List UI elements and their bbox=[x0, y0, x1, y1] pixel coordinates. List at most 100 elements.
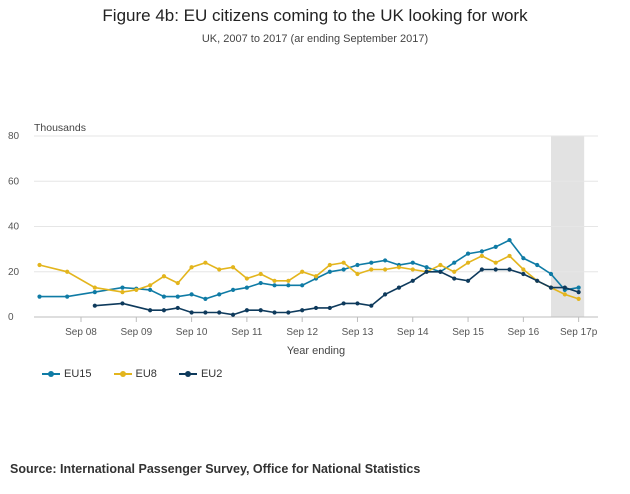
data-point-eu2 bbox=[120, 301, 125, 306]
data-point-eu15 bbox=[521, 256, 526, 261]
legend-item-eu2[interactable]: EU2 bbox=[178, 368, 222, 380]
x-tick-label: Sep 13 bbox=[342, 327, 374, 338]
data-point-eu15 bbox=[217, 292, 222, 297]
data-point-eu15 bbox=[355, 262, 360, 268]
data-point-eu15 bbox=[148, 287, 153, 292]
data-point-eu8 bbox=[576, 296, 581, 301]
data-point-eu2 bbox=[230, 312, 236, 317]
data-point-eu8 bbox=[369, 267, 374, 272]
x-tick-label: Sep 17p bbox=[560, 327, 598, 338]
data-point-eu8 bbox=[383, 267, 388, 272]
data-point-eu15 bbox=[535, 262, 540, 268]
data-point-eu8 bbox=[341, 260, 346, 265]
data-point-eu2 bbox=[203, 310, 208, 315]
data-point-eu15 bbox=[465, 251, 471, 256]
chart-subtitle: UK, 2007 to 2017 (ar ending September 20… bbox=[201, 33, 429, 45]
data-point-eu2 bbox=[521, 271, 526, 277]
x-tick-label: Sep 09 bbox=[120, 327, 152, 338]
data-point-eu8 bbox=[161, 274, 167, 279]
data-point-eu2 bbox=[410, 278, 415, 283]
x-tick-label: Sep 15 bbox=[452, 327, 484, 338]
y-tick-label: 80 bbox=[8, 131, 20, 142]
data-point-eu15 bbox=[327, 269, 332, 274]
data-point-eu2 bbox=[161, 308, 167, 313]
data-point-eu2 bbox=[438, 269, 443, 274]
data-point-eu8 bbox=[521, 267, 526, 272]
x-axis-label: Year ending bbox=[287, 345, 345, 357]
chart-legend: EU15 EU8 EU2 bbox=[42, 368, 222, 380]
data-point-eu15 bbox=[383, 258, 388, 263]
data-point-eu2 bbox=[327, 305, 332, 311]
data-point-eu8 bbox=[37, 262, 42, 268]
data-point-eu8 bbox=[230, 265, 236, 270]
data-point-eu15 bbox=[189, 292, 194, 297]
data-point-eu8 bbox=[479, 253, 484, 259]
x-tick-label: Sep 08 bbox=[65, 327, 97, 338]
data-point-eu8 bbox=[493, 260, 498, 265]
data-point-eu15 bbox=[507, 237, 512, 243]
data-point-eu15 bbox=[424, 265, 429, 270]
data-point-eu2 bbox=[341, 301, 346, 306]
data-point-eu8 bbox=[148, 283, 153, 288]
x-tick-label: Sep 12 bbox=[286, 327, 318, 338]
x-tick-label: Sep 16 bbox=[508, 327, 540, 338]
data-point-eu8 bbox=[134, 287, 139, 292]
legend-item-eu15[interactable]: EU15 bbox=[42, 368, 92, 380]
data-point-eu8 bbox=[175, 280, 180, 286]
data-point-eu15 bbox=[300, 283, 305, 288]
data-point-eu2 bbox=[258, 308, 263, 313]
data-point-eu8 bbox=[562, 292, 567, 297]
data-point-eu8 bbox=[203, 260, 208, 265]
x-tick-label: Sep 11 bbox=[231, 327, 262, 338]
data-point-eu8 bbox=[396, 265, 402, 270]
source-note: Source: International Passenger Survey, … bbox=[10, 462, 421, 476]
data-point-eu8 bbox=[465, 260, 471, 265]
y-tick-label: 20 bbox=[8, 267, 20, 278]
chart-title: Figure 4b: EU citizens coming to the UK … bbox=[102, 6, 528, 25]
data-point-eu8 bbox=[286, 278, 291, 283]
legend-label-eu15: EU15 bbox=[64, 368, 92, 380]
data-point-eu2 bbox=[424, 269, 429, 274]
data-point-eu15 bbox=[493, 244, 498, 249]
data-point-eu2 bbox=[148, 308, 153, 313]
data-point-eu15 bbox=[341, 267, 346, 272]
data-point-eu2 bbox=[272, 310, 277, 315]
data-point-eu15 bbox=[161, 294, 167, 299]
data-point-eu15 bbox=[175, 294, 180, 299]
y-tick-label: 40 bbox=[8, 222, 20, 233]
data-point-eu8 bbox=[438, 262, 443, 268]
legend-item-eu8[interactable]: EU8 bbox=[113, 368, 157, 380]
data-point-eu15 bbox=[479, 249, 484, 254]
series-line-eu2 bbox=[94, 268, 579, 316]
data-point-eu2 bbox=[300, 308, 305, 313]
data-point-eu15 bbox=[369, 260, 374, 265]
data-point-eu15 bbox=[258, 280, 263, 286]
data-point-eu2 bbox=[452, 276, 457, 281]
data-point-eu2 bbox=[383, 292, 388, 297]
x-tick-label: Sep 10 bbox=[176, 327, 208, 338]
data-point-eu8 bbox=[410, 267, 415, 272]
data-point-eu8 bbox=[452, 269, 457, 274]
x-tick-label: Sep 14 bbox=[397, 327, 429, 338]
data-point-eu15 bbox=[120, 285, 125, 290]
data-point-eu15 bbox=[548, 271, 554, 277]
data-point-eu15 bbox=[452, 260, 457, 265]
data-point-eu8 bbox=[244, 276, 249, 281]
data-point-eu15 bbox=[92, 290, 97, 295]
data-point-eu8 bbox=[65, 269, 70, 274]
data-point-eu2 bbox=[313, 305, 319, 311]
data-point-eu8 bbox=[507, 253, 512, 259]
y-tick-label: 60 bbox=[8, 176, 20, 187]
data-point-eu2 bbox=[562, 285, 567, 290]
data-point-eu15 bbox=[286, 283, 291, 288]
data-point-eu2 bbox=[507, 267, 512, 272]
data-point-eu2 bbox=[493, 267, 498, 272]
y-tick-label: 0 bbox=[8, 312, 14, 323]
legend-label-eu8: EU8 bbox=[135, 368, 157, 380]
data-point-eu2 bbox=[548, 285, 554, 290]
data-point-eu2 bbox=[479, 267, 484, 272]
data-point-eu8 bbox=[120, 290, 125, 295]
data-point-eu15 bbox=[230, 287, 236, 292]
data-point-eu15 bbox=[272, 283, 277, 288]
